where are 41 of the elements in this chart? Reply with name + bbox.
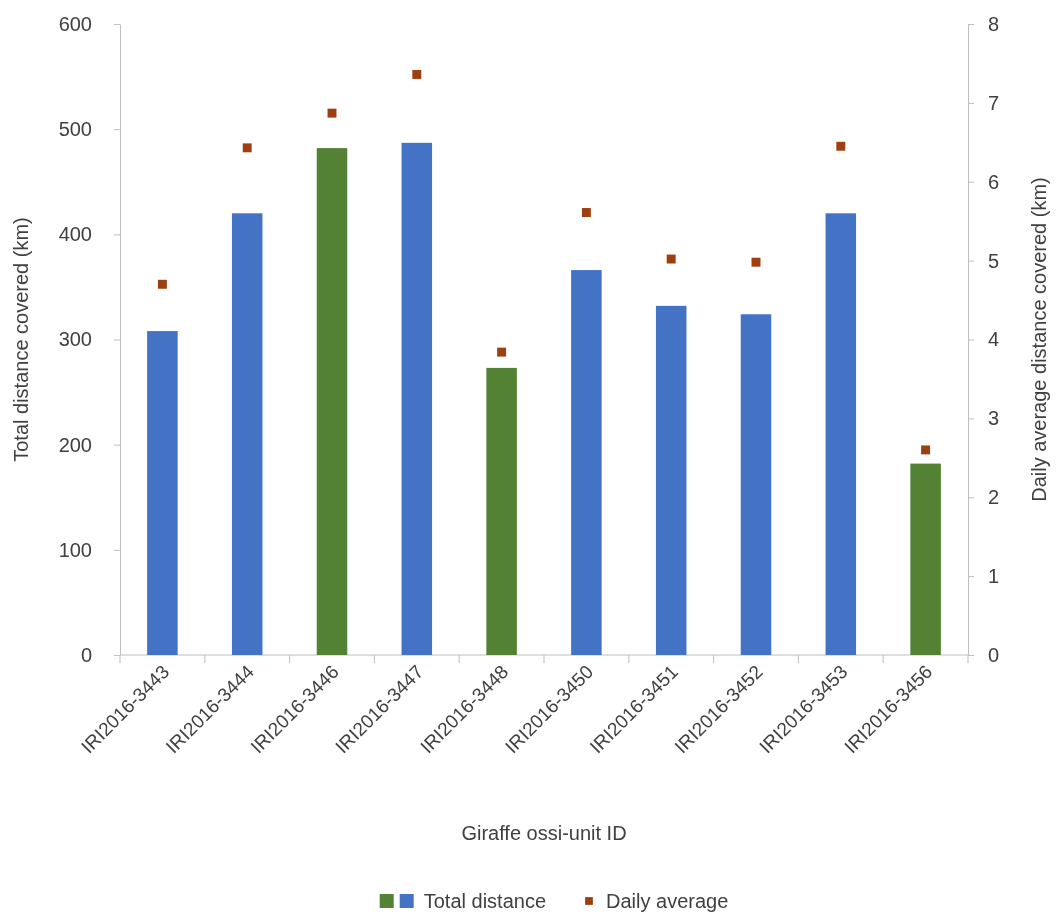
point	[157, 279, 167, 289]
point	[581, 208, 591, 217]
y2-tick-label: 0	[988, 643, 1000, 666]
y-tick-label: 0	[80, 643, 92, 666]
point	[666, 254, 676, 264]
y2-tick-label: 1	[988, 565, 1000, 588]
bar	[825, 213, 857, 655]
bar	[231, 213, 263, 655]
y-tick-label: 300	[58, 328, 92, 351]
y-tick-label: 600	[58, 12, 92, 35]
y-tick-label: 500	[58, 118, 92, 141]
y2-tick-label: 4	[988, 328, 1000, 351]
y-axis-title: Total distance covered (km)	[10, 217, 32, 462]
y-tick-label: 100	[58, 538, 92, 561]
bar	[401, 142, 433, 655]
y2-axis-title: Daily average distance covered (km)	[1028, 177, 1050, 502]
point	[921, 445, 931, 455]
point	[751, 257, 761, 267]
point	[497, 347, 507, 357]
bar	[571, 270, 602, 655]
bar	[910, 463, 941, 655]
legend-label: Daily average	[606, 890, 729, 912]
y2-tick-label: 6	[988, 170, 1000, 193]
y-tick-label: 400	[58, 223, 92, 246]
bar	[316, 148, 348, 655]
bar	[486, 367, 517, 655]
y2-tick-label: 7	[988, 91, 1000, 114]
legend-label: Total distance	[423, 890, 546, 912]
point	[412, 70, 422, 79]
point	[242, 143, 252, 153]
y2-tick-label: 5	[988, 249, 1000, 272]
point	[327, 108, 337, 118]
y2-tick-label: 8	[988, 12, 1000, 35]
bar	[655, 305, 687, 655]
y2-tick-label: 2	[988, 486, 1000, 509]
y2-tick-label: 3	[988, 407, 1000, 430]
point	[836, 141, 846, 151]
bar	[147, 331, 178, 655]
y-tick-label: 200	[58, 433, 92, 456]
x-axis-title: Giraffe ossi-unit ID	[461, 822, 627, 844]
bar	[740, 314, 772, 655]
